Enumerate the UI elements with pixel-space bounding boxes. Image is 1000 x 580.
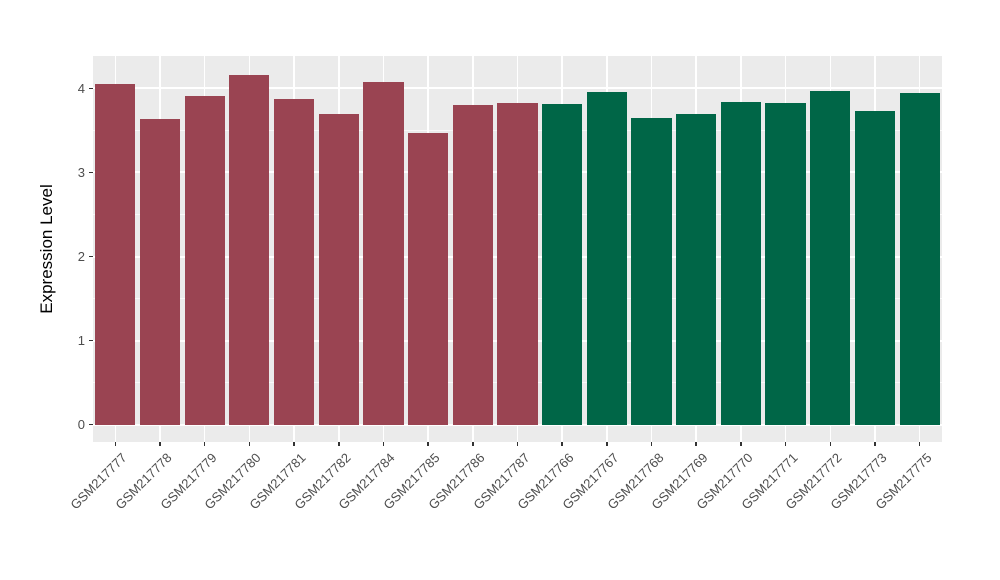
x-tick-mark: [203, 442, 206, 446]
bar-GSM217770: [720, 101, 762, 425]
bar-GSM217768: [631, 117, 672, 425]
bar-GSM217786: [452, 105, 493, 425]
y-tick-label: 0: [77, 417, 85, 433]
x-tick-mark: [159, 442, 161, 446]
y-tick-label: 1: [77, 333, 85, 349]
y-tick-mark: [89, 339, 93, 342]
x-tick-mark: [472, 442, 474, 446]
x-tick-mark: [695, 442, 697, 446]
x-tick-mark: [114, 442, 117, 446]
bar-GSM217785: [408, 132, 449, 425]
bar-GSM217784: [363, 81, 404, 425]
bar-GSM217771: [765, 102, 806, 425]
x-tick-mark: [248, 442, 251, 446]
y-tick-mark: [89, 423, 93, 426]
y-tick-label: 3: [77, 164, 85, 180]
x-tick-mark: [918, 442, 921, 446]
bar-GSM217777: [95, 84, 136, 425]
bar-GSM217781: [273, 99, 315, 425]
bar-GSM217778: [139, 119, 181, 425]
plot-panel: [93, 56, 942, 442]
x-tick-mark: [561, 442, 563, 446]
x-tick-mark: [427, 442, 429, 446]
bar-GSM217766: [542, 104, 583, 425]
y-tick-mark: [89, 255, 93, 258]
y-tick-mark: [89, 87, 93, 90]
x-tick-mark: [650, 442, 653, 446]
x-tick-mark: [293, 442, 295, 446]
bar-GSM217787: [497, 103, 538, 425]
x-tick-mark: [606, 442, 608, 446]
y-tick-mark: [89, 171, 93, 174]
x-tick-mark: [382, 442, 385, 446]
x-tick-mark: [784, 442, 787, 446]
bar-GSM217772: [810, 90, 851, 425]
bar-GSM217767: [586, 91, 627, 425]
bar-GSM217773: [854, 111, 896, 425]
y-axis-title: Expression Level: [37, 184, 56, 314]
bar-GSM217769: [676, 113, 717, 425]
y-tick-label: 4: [77, 80, 85, 96]
x-tick-mark: [874, 442, 876, 446]
bar-GSM217780: [229, 74, 270, 425]
x-tick-mark: [338, 442, 340, 446]
x-tick-mark: [829, 442, 832, 446]
x-tick-mark: [740, 442, 742, 446]
bar-GSM217779: [184, 95, 225, 425]
y-tick-label: 2: [77, 249, 85, 264]
bar-GSM217782: [318, 113, 359, 425]
bar-GSM217775: [899, 92, 940, 425]
x-tick-mark: [516, 442, 519, 446]
